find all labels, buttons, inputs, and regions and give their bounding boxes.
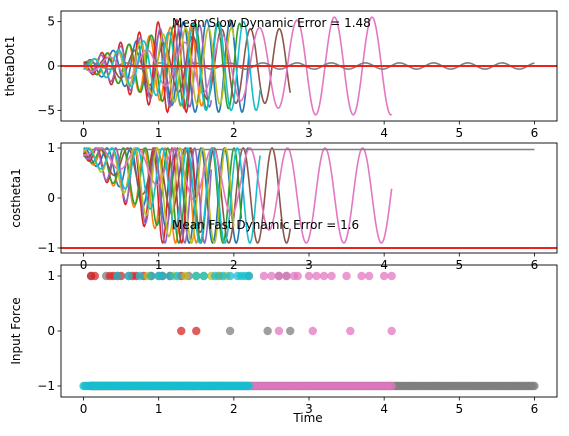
- point-plus1: [199, 271, 208, 281]
- point-minus1: [387, 381, 396, 391]
- point-plus1: [304, 271, 314, 281]
- point-plus1: [146, 271, 156, 281]
- point-plus1: [90, 271, 100, 281]
- y-tick-label: 0: [47, 324, 55, 338]
- x-tick-label: 0: [80, 402, 88, 416]
- series-line-5: [83, 24, 213, 109]
- point-plus1: [293, 271, 302, 281]
- thetadot1-ylabel: thetaDot1: [3, 36, 17, 97]
- point-plus1: [342, 271, 351, 281]
- x-tick-label: 2: [230, 402, 238, 416]
- point-plus1: [259, 271, 269, 281]
- y-tick-label: 5: [47, 15, 55, 29]
- point-plus1: [282, 271, 291, 281]
- point-zero: [192, 326, 201, 336]
- point-zero: [308, 326, 317, 336]
- point-plus1: [192, 271, 201, 281]
- panel-costheta1: costheta1 Mean Fast Dynamic Error = 1.6 …: [9, 141, 558, 272]
- x-tick-label: 0: [80, 126, 88, 140]
- point-plus1: [387, 271, 396, 281]
- point-zero: [346, 326, 355, 336]
- point-plus1: [124, 271, 133, 281]
- point-zero: [263, 326, 272, 336]
- costheta1-ylabel: costheta1: [9, 168, 23, 228]
- point-zero: [387, 326, 396, 336]
- x-tick-label: 5: [455, 402, 463, 416]
- point-plus1: [158, 271, 167, 281]
- point-plus1: [210, 271, 220, 281]
- series-line-10: [83, 147, 261, 244]
- series-line-7: [83, 16, 393, 116]
- point-plus1: [135, 271, 145, 281]
- point-zero: [274, 326, 284, 336]
- x-tick-label: 6: [531, 402, 539, 416]
- point-plus1: [357, 271, 366, 281]
- y-tick-label: 1: [47, 141, 55, 155]
- point-minus1: [530, 381, 539, 391]
- panel-thetadot1: thetaDot1 Mean Slow Dynamic Error = 1.48…: [3, 10, 558, 140]
- thetadot1-ticks: 0 1 2 3 4 5 6 5 0 −5: [37, 15, 538, 140]
- time-xlabel: Time: [292, 411, 322, 425]
- point-plus1: [218, 271, 227, 281]
- point-plus1: [312, 271, 321, 281]
- x-tick-label: 4: [380, 126, 388, 140]
- panel-input-force: Input Force Time 0 1 2 3 4 5 6 1 0 −1: [9, 264, 558, 425]
- point-plus1: [113, 271, 122, 281]
- costheta1-plot-area: [61, 146, 557, 249]
- point-minus1: [244, 381, 254, 391]
- y-tick-label: −1: [37, 241, 55, 255]
- thetadot1-plot-area: [61, 16, 557, 116]
- point-plus1: [274, 271, 284, 281]
- y-tick-label: 0: [47, 191, 55, 205]
- point-plus1: [379, 271, 389, 281]
- x-tick-label: 6: [531, 126, 539, 140]
- y-tick-label: −1: [37, 379, 55, 393]
- x-tick-label: 1: [155, 126, 163, 140]
- input-force-ylabel: Input Force: [9, 297, 23, 364]
- series-line-10: [83, 20, 261, 112]
- point-plus1: [327, 271, 336, 281]
- point-plus1: [244, 271, 254, 281]
- x-tick-label: 3: [305, 402, 313, 416]
- point-plus1: [364, 271, 374, 281]
- x-tick-label: 1: [155, 402, 163, 416]
- point-zero: [177, 326, 186, 336]
- fast-error-annotation: Mean Fast Dynamic Error = 1.6: [172, 218, 359, 232]
- point-plus1: [267, 271, 276, 281]
- x-tick-label: 3: [305, 126, 313, 140]
- x-tick-label: 2: [230, 126, 238, 140]
- x-tick-label: 5: [455, 126, 463, 140]
- point-plus1: [165, 271, 175, 281]
- point-plus1: [173, 271, 182, 281]
- point-plus1: [319, 271, 329, 281]
- point-zero: [225, 326, 235, 336]
- point-zero: [286, 326, 295, 336]
- y-tick-label: 0: [47, 59, 55, 73]
- input-force-plot-area: [79, 271, 539, 391]
- series-line-6: [83, 27, 291, 105]
- x-tick-label: 4: [380, 402, 388, 416]
- series-line-4: [83, 18, 197, 114]
- point-plus1: [180, 271, 190, 281]
- slow-error-annotation: Mean Slow Dynamic Error = 1.48: [172, 16, 371, 30]
- series-line-5: [82, 146, 213, 245]
- y-tick-label: 1: [47, 269, 55, 283]
- y-tick-label: −5: [37, 103, 55, 117]
- input-force-ticks: 0 1 2 3 4 5 6 1 0 −1: [37, 269, 538, 416]
- point-plus1: [225, 271, 235, 281]
